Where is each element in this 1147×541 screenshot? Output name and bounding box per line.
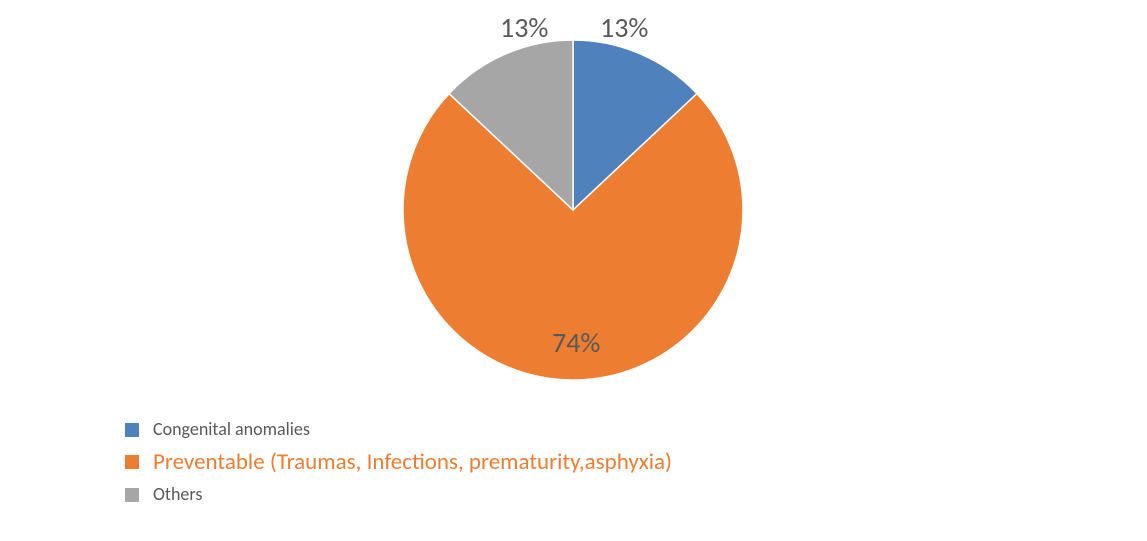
slice-label-others: 13% bbox=[500, 10, 548, 45]
legend-item-preventable: Preventable (Traumas, Infections, premat… bbox=[125, 450, 672, 475]
legend-text-preventable: Preventable (Traumas, Infections, premat… bbox=[153, 450, 672, 475]
legend-swatch-icon bbox=[125, 488, 139, 502]
legend-swatch-icon bbox=[125, 423, 139, 437]
legend-item-others: Others bbox=[125, 485, 672, 505]
pie-chart-container: 13% 74% 13% Congenital anomalies Prevent… bbox=[0, 0, 1147, 541]
legend-text-others: Others bbox=[153, 485, 202, 505]
slice-label-congenital: 13% bbox=[600, 10, 648, 45]
legend-text-congenital: Congenital anomalies bbox=[153, 420, 310, 440]
slice-label-preventable: 74% bbox=[552, 325, 600, 360]
legend-item-congenital: Congenital anomalies bbox=[125, 420, 672, 440]
legend-swatch-icon bbox=[125, 455, 139, 469]
pie-area: 13% 74% 13% bbox=[0, 0, 1147, 410]
legend: Congenital anomalies Preventable (Trauma… bbox=[125, 420, 672, 515]
